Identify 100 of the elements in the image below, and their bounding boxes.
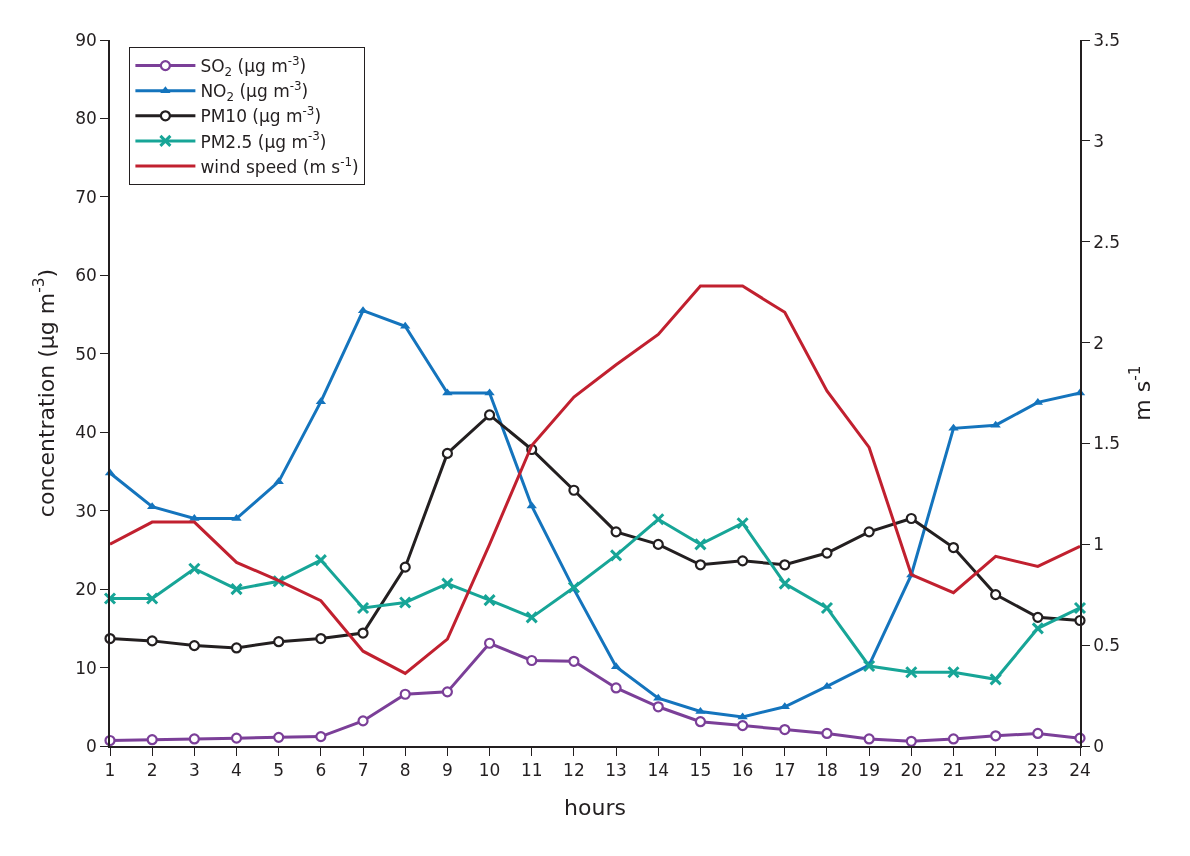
point	[484, 388, 495, 396]
point	[863, 526, 875, 538]
y-tick-label: 30	[75, 500, 97, 521]
point	[230, 582, 244, 596]
point	[947, 733, 960, 745]
x-tick-label: 23	[1027, 760, 1049, 781]
y-tick-label: 90	[75, 29, 97, 50]
y2-tick-label: 3	[1093, 130, 1104, 151]
legend-label: PM10 (µg m$^{-3}$)	[200, 104, 322, 127]
point	[187, 562, 201, 576]
point	[1073, 601, 1087, 615]
y-tick-label: 80	[75, 108, 97, 129]
point	[989, 672, 1003, 686]
point	[905, 512, 917, 525]
y2-tick-label: 0.5	[1093, 635, 1121, 656]
point	[947, 541, 960, 554]
point	[863, 733, 875, 745]
x-tick-label: 4	[231, 760, 242, 781]
point	[946, 665, 960, 679]
point	[103, 592, 117, 606]
point	[693, 537, 707, 551]
point	[483, 409, 496, 421]
y-tick-label: 40	[75, 422, 97, 443]
x-tick-label: 5	[273, 760, 285, 781]
point	[990, 589, 1002, 601]
y2-tick-label: 2.5	[1093, 231, 1121, 252]
point	[398, 595, 412, 609]
point	[400, 321, 411, 329]
point	[737, 720, 749, 732]
y2-tick-label: 1	[1093, 534, 1104, 555]
x-tick-label: 24	[1069, 760, 1091, 781]
point	[441, 686, 453, 698]
y2-tick-label: 0	[1093, 735, 1104, 756]
point	[695, 706, 706, 714]
point	[779, 559, 791, 571]
point	[737, 555, 749, 567]
point	[230, 732, 243, 744]
x-tick-label: 3	[188, 760, 200, 781]
point	[609, 548, 623, 562]
legend-label: NO$_{2}$ (µg m$^{-3}$)	[200, 79, 309, 104]
point	[568, 655, 580, 667]
x-tick-label: 2	[146, 760, 158, 781]
x-tick-label: 13	[605, 760, 627, 781]
point	[188, 733, 200, 745]
point	[1032, 727, 1044, 740]
point	[146, 635, 158, 647]
x-tick-label: 19	[858, 760, 880, 781]
point	[230, 642, 243, 654]
x-tick-label: 18	[816, 760, 838, 781]
point	[610, 682, 622, 694]
point	[526, 654, 538, 667]
point	[820, 601, 834, 615]
point	[399, 688, 411, 700]
y-tick-label: 20	[75, 579, 97, 600]
point	[440, 577, 454, 591]
point	[651, 512, 665, 526]
y-tick-label: 70	[75, 186, 97, 207]
point	[483, 637, 496, 649]
point	[273, 731, 285, 743]
x-tick-label: 14	[647, 760, 670, 781]
x-tick-label: 12	[563, 760, 585, 781]
point	[821, 547, 833, 559]
x-tick-label: 10	[478, 760, 501, 781]
y2-tick-label: 1.5	[1093, 433, 1121, 454]
x-tick-label: 6	[315, 760, 327, 781]
line-series	[110, 284, 1080, 675]
x-tick-label: 15	[689, 760, 712, 781]
point	[526, 501, 537, 509]
point	[736, 516, 750, 530]
x-tick-label: 8	[399, 760, 411, 781]
point	[146, 734, 158, 746]
point	[610, 526, 622, 538]
y-tick-label: 60	[75, 265, 97, 286]
point	[357, 627, 369, 639]
point	[188, 639, 200, 652]
point	[652, 538, 664, 550]
y-tick-label: 0	[86, 735, 97, 756]
point	[652, 701, 664, 713]
y-tick-label: 10	[75, 657, 97, 678]
legend-label: PM2.5 (µg m$^{-3}$)	[200, 129, 327, 152]
point	[694, 559, 707, 571]
point	[862, 659, 876, 673]
x-tick-label: 17	[773, 760, 796, 781]
point	[525, 610, 539, 624]
point	[441, 447, 453, 459]
point	[1031, 621, 1045, 635]
point	[315, 730, 327, 743]
x-tick-label: 1	[104, 760, 116, 781]
point	[904, 665, 918, 679]
point	[694, 716, 707, 728]
x-tick-label: 22	[984, 760, 1007, 781]
point	[737, 712, 748, 720]
point	[568, 484, 580, 496]
x-tick-label: 16	[731, 760, 754, 781]
point	[483, 593, 497, 607]
x-tick-label: 11	[520, 760, 543, 781]
legend-label: SO$_{2}$ (µg m$^{-3}$)	[200, 54, 307, 79]
point	[779, 723, 791, 736]
point	[315, 632, 327, 645]
point	[948, 423, 959, 431]
